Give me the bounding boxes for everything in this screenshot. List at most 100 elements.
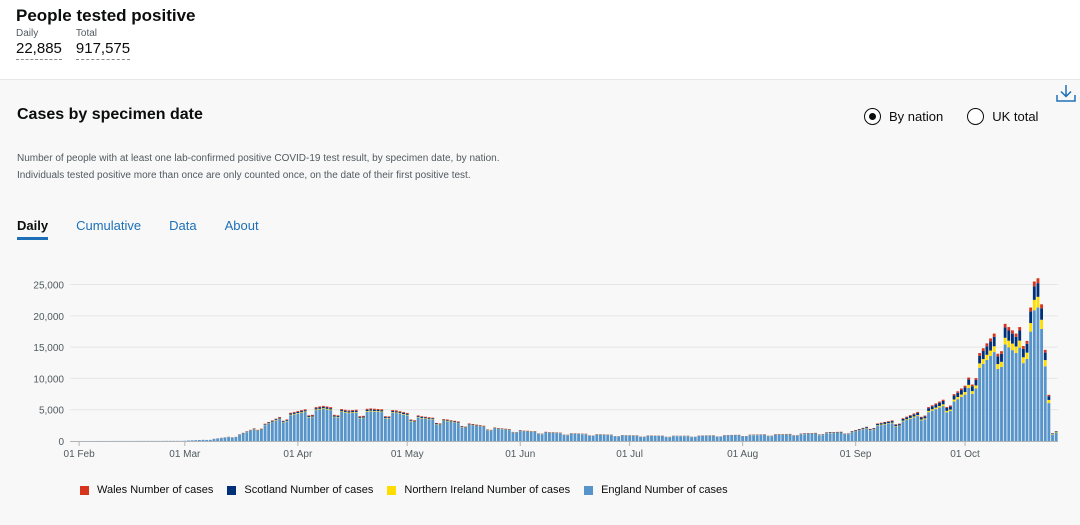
bar-segment (580, 434, 584, 441)
day-bar (267, 422, 271, 441)
bar-segment (413, 420, 416, 421)
bar-segment (369, 408, 373, 410)
bar-segment (354, 409, 358, 411)
bar-segment (263, 425, 267, 441)
bar-segment (471, 424, 475, 426)
radio-by-nation-circle[interactable] (864, 108, 881, 125)
bar-segment (777, 434, 781, 441)
bar-segment (1000, 353, 1003, 362)
day-bar (588, 435, 591, 441)
bar-segment (1040, 328, 1044, 441)
bar-segment (281, 421, 285, 423)
bar-segment (343, 411, 347, 413)
bar-segment (529, 431, 533, 441)
download-icon[interactable] (1054, 82, 1078, 104)
day-bar (989, 338, 992, 441)
bar-segment (846, 434, 850, 441)
bar-segment (380, 410, 384, 412)
day-bar (992, 333, 996, 441)
bar-segment (883, 421, 887, 423)
day-bar (584, 433, 588, 441)
bar-segment (311, 416, 314, 418)
bar-segment (887, 421, 890, 424)
tab-cumulative[interactable]: Cumulative (76, 218, 142, 233)
bar-segment (806, 434, 810, 441)
day-bar (912, 413, 916, 441)
bar-segment (434, 424, 438, 441)
radio-by-nation-label[interactable]: By nation (889, 109, 944, 124)
bar-segment (318, 408, 322, 410)
day-bar (445, 419, 449, 441)
day-bar (281, 420, 285, 441)
day-bar (927, 407, 930, 441)
day-bar (558, 432, 562, 441)
total-value[interactable]: 917,575 (75, 40, 131, 60)
bar-segment (1014, 336, 1018, 347)
legend-swatch (80, 485, 89, 495)
bar-segment (569, 433, 573, 441)
bar-segment (657, 435, 661, 441)
day-bar (394, 410, 398, 441)
bar-segment (905, 420, 909, 441)
bar-segment (821, 435, 825, 441)
bar-segment (394, 413, 398, 441)
day-bar (865, 426, 869, 441)
day-bar (631, 435, 635, 441)
bar-segment (311, 415, 314, 417)
bar-segment (795, 435, 799, 441)
bar-segment (442, 420, 446, 441)
bar-segment (774, 434, 777, 441)
bar-segment (737, 435, 741, 441)
bar-segment (376, 409, 380, 410)
bar-segment (967, 384, 971, 388)
bar-segment (930, 409, 934, 411)
day-bar (620, 435, 624, 441)
bar-segment (1036, 278, 1040, 284)
day-bar (788, 433, 792, 441)
bar-segment (981, 351, 985, 360)
tab-daily[interactable]: Daily (17, 218, 49, 240)
radio-by-nation[interactable]: By nation (864, 108, 943, 125)
bar-segment (927, 410, 930, 413)
bar-segment (358, 416, 362, 417)
bar-segment (890, 421, 894, 423)
bar-segment (1011, 350, 1014, 441)
day-bar (879, 422, 883, 441)
bar-segment (267, 422, 271, 423)
bar-segment (467, 423, 471, 425)
bar-segment (456, 421, 460, 423)
radio-uk-total[interactable]: UK total (967, 108, 1038, 125)
radio-uk-total-circle[interactable] (967, 108, 985, 125)
bar-segment (996, 353, 1000, 357)
bar-segment (956, 391, 960, 393)
bar-segment (963, 385, 967, 388)
bar-segment (227, 437, 231, 441)
bar-segment (526, 431, 529, 441)
bar-segment (704, 435, 708, 441)
bar-segment (511, 432, 515, 441)
day-bar (712, 435, 715, 441)
bar-segment (952, 401, 956, 441)
tab-data[interactable]: Data (169, 218, 197, 233)
daily-label: Daily (16, 28, 39, 39)
bar-segment (963, 394, 967, 441)
bar-segment (318, 409, 322, 441)
card-description: Number of people with at least one lab-c… (17, 153, 500, 181)
bar-segment (325, 409, 329, 441)
day-bar (668, 436, 672, 441)
bar-segment (927, 408, 930, 411)
tab-about[interactable]: About (224, 218, 259, 233)
day-bar (307, 415, 311, 441)
bar-segment (336, 416, 340, 418)
bar-segment (912, 416, 916, 418)
day-bar (504, 428, 508, 441)
bar-segment (726, 435, 730, 441)
bar-segment (693, 437, 697, 441)
radio-uk-total-label[interactable]: UK total (992, 109, 1039, 124)
bar-segment (300, 411, 303, 413)
bar-segment (810, 433, 814, 441)
daily-value[interactable]: 22,885 (16, 40, 62, 60)
bar-segment (919, 417, 923, 420)
bar-segment (927, 412, 930, 441)
bar-segment (321, 405, 325, 407)
